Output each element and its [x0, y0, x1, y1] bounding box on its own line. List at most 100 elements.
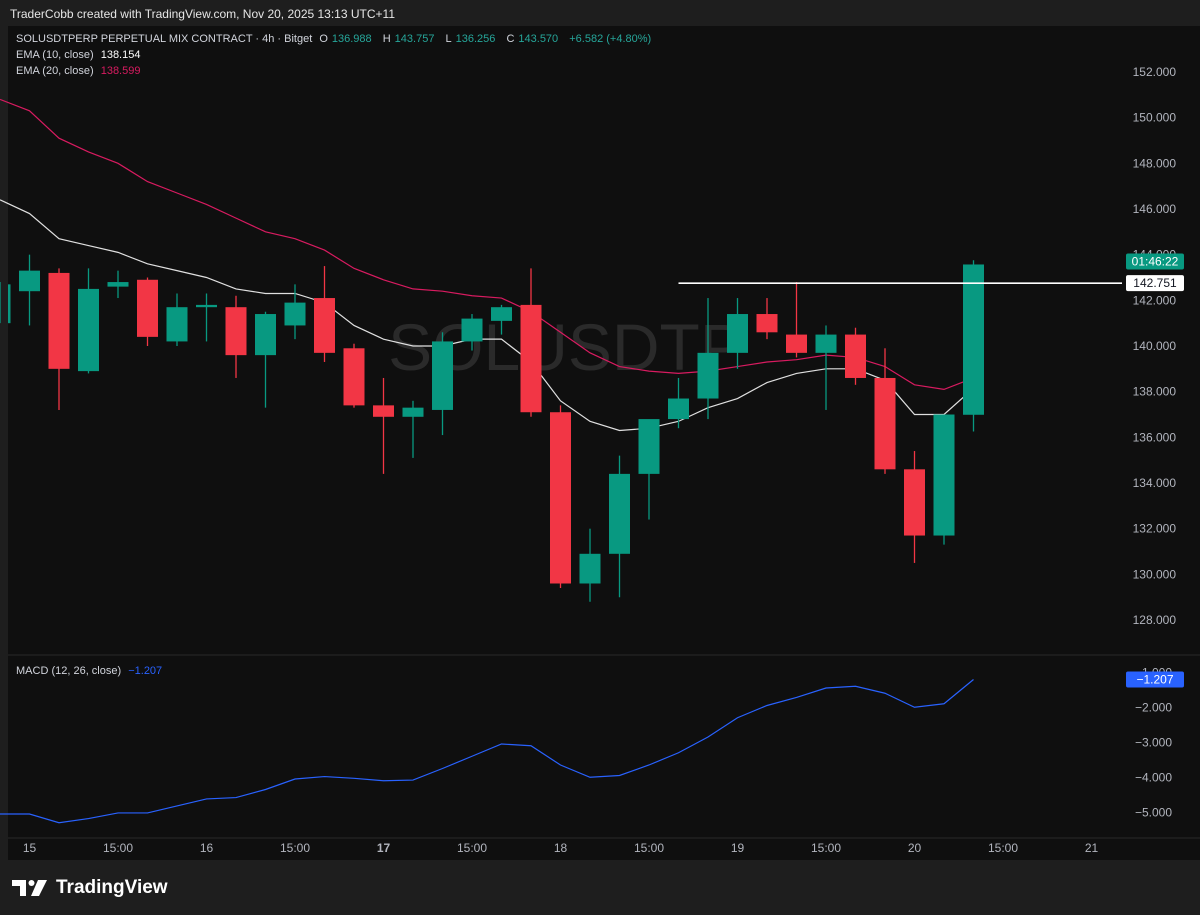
- candle[interactable]: [609, 455, 630, 598]
- ohlc-high-value: 143.757: [394, 33, 435, 45]
- symbol-legend: SOLUSDTPERP PERPETUAL MIX CONTRACT · 4h …: [16, 33, 655, 45]
- ema20-legend[interactable]: EMA (20, close) 138.599: [16, 65, 144, 77]
- candle[interactable]: [550, 405, 571, 589]
- macd-y-tick-label: −5.000: [1135, 805, 1172, 819]
- macd-y-tick-label: −3.000: [1135, 735, 1172, 749]
- candle[interactable]: [756, 298, 778, 340]
- candle[interactable]: [107, 270, 129, 299]
- candle[interactable]: [963, 260, 984, 432]
- candle[interactable]: [638, 419, 660, 520]
- candle[interactable]: [343, 343, 365, 408]
- candle[interactable]: [373, 377, 394, 474]
- y-tick-label: 152.000: [1133, 65, 1177, 79]
- tradingview-logo[interactable]: TradingView: [12, 877, 168, 899]
- candle-body: [225, 307, 247, 356]
- candle[interactable]: [402, 400, 424, 458]
- candle[interactable]: [727, 298, 748, 369]
- candle[interactable]: [225, 295, 247, 378]
- ohlc-high: H 143.757: [383, 33, 439, 45]
- candle[interactable]: [255, 311, 276, 408]
- ema10-line: [0, 199, 974, 432]
- countdown-tag: [1126, 253, 1184, 270]
- candle[interactable]: [520, 268, 542, 417]
- candle-body: [845, 334, 866, 378]
- candle[interactable]: [697, 298, 719, 420]
- y-tick-label: 140.000: [1133, 339, 1177, 353]
- y-tick-label: 132.000: [1133, 522, 1177, 536]
- x-tick-label: 16: [200, 841, 214, 855]
- candle-body: [756, 314, 778, 333]
- candle-body: [432, 341, 453, 410]
- candle[interactable]: [461, 314, 483, 351]
- symbol-name: SOLUSDTPERP PERPETUAL MIX CONTRACT · 4h …: [16, 33, 313, 45]
- ohlc-open-value: 136.988: [331, 33, 372, 45]
- ohlc-low-value: 136.256: [455, 33, 496, 45]
- x-tick-label: 17: [377, 841, 391, 855]
- ema10-legend[interactable]: EMA (10, close) 138.154: [16, 49, 144, 61]
- candle[interactable]: [874, 348, 896, 474]
- candle[interactable]: [579, 528, 601, 602]
- attribution-text: TraderCobb created with TradingView.com,…: [10, 7, 395, 21]
- y-tick-label: 150.000: [1133, 111, 1177, 125]
- ohlc-low: L 136.256: [446, 33, 500, 45]
- tradingview-brand: TradingView: [56, 877, 168, 898]
- candle[interactable]: [78, 268, 99, 374]
- candle-body: [284, 302, 306, 326]
- candle-body: [166, 307, 188, 342]
- chart-frame[interactable]: [8, 26, 1200, 860]
- candle[interactable]: [668, 377, 689, 429]
- candle[interactable]: [933, 414, 955, 545]
- macd-line: [0, 679, 974, 824]
- x-tick-label: 19: [731, 841, 745, 855]
- macd-y-tick-label: −2.000: [1135, 700, 1172, 714]
- ohlc-high-label: H: [382, 33, 391, 45]
- y-tick-label: 148.000: [1133, 156, 1177, 170]
- candle-body: [963, 264, 984, 415]
- candle[interactable]: [491, 304, 512, 335]
- countdown-label: 01:46:22: [1132, 254, 1179, 268]
- candle[interactable]: [845, 327, 866, 385]
- macd-value-tag: [1126, 671, 1184, 688]
- candle[interactable]: [432, 332, 453, 436]
- candle[interactable]: [815, 325, 837, 410]
- candle[interactable]: [284, 284, 306, 340]
- candle-body: [874, 377, 896, 470]
- candle-body: [491, 307, 512, 321]
- candle-body: [255, 314, 276, 356]
- candle-body: [520, 304, 542, 413]
- y-tick-label: 128.000: [1133, 613, 1177, 627]
- candle[interactable]: [48, 268, 70, 410]
- macd-value-label: −1.207: [1136, 672, 1173, 686]
- candle[interactable]: [0, 282, 11, 324]
- ohlc-open: O 136.988: [319, 33, 375, 45]
- ema20-label: EMA (20, close): [16, 65, 94, 77]
- ohlc-close-label: C: [506, 33, 515, 45]
- x-tick-label: 15:00: [103, 841, 133, 855]
- y-tick-label: 146.000: [1133, 202, 1177, 216]
- candle-body: [550, 412, 571, 584]
- macd-label: MACD (12, 26, close): [16, 665, 122, 677]
- candle[interactable]: [904, 451, 925, 563]
- ema10-value: 138.154: [100, 49, 141, 61]
- macd-legend[interactable]: MACD (12, 26, close) −1.207: [16, 665, 166, 677]
- candle-body: [314, 298, 335, 353]
- x-tick-label: 15: [23, 841, 37, 855]
- x-tick-label: 15:00: [811, 841, 841, 855]
- candle[interactable]: [786, 282, 807, 358]
- x-tick-label: 15:00: [988, 841, 1018, 855]
- x-tick-label: 20: [908, 841, 922, 855]
- candle-body: [107, 282, 129, 287]
- candle[interactable]: [137, 277, 158, 346]
- candle[interactable]: [166, 293, 188, 346]
- y-tick-label: 130.000: [1133, 567, 1177, 581]
- level-price-tag: [1126, 275, 1184, 292]
- candle-body: [933, 414, 955, 536]
- candle[interactable]: [314, 266, 335, 362]
- candle-body: [402, 407, 424, 417]
- candle[interactable]: [19, 254, 40, 326]
- x-tick-label: 15:00: [457, 841, 487, 855]
- ema10-label: EMA (10, close): [16, 49, 94, 61]
- x-tick-label: 18: [554, 841, 568, 855]
- candle[interactable]: [196, 293, 217, 342]
